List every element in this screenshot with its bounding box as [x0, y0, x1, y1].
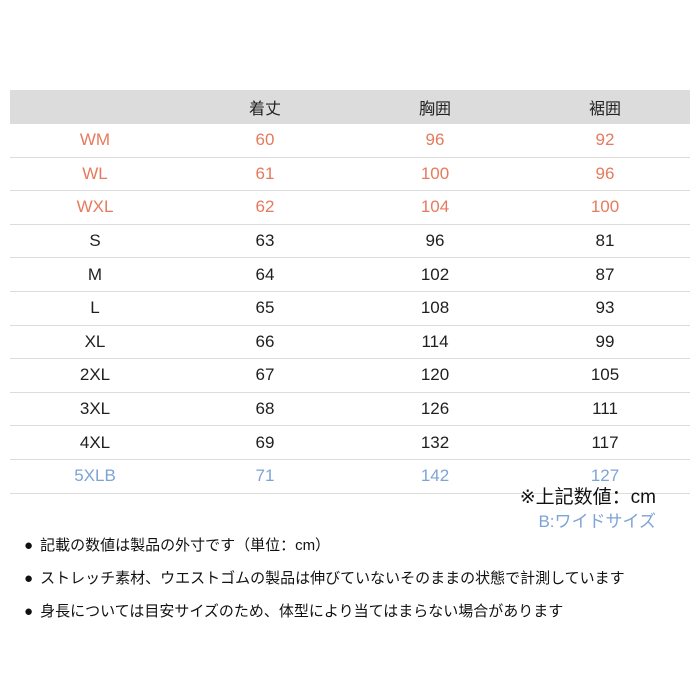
value-cell: 108 — [350, 291, 520, 326]
size-cell: 2XL — [10, 358, 180, 393]
value-cell: 100 — [520, 190, 690, 225]
value-cell: 96 — [350, 224, 520, 259]
value-cell: 71 — [180, 459, 350, 494]
value-cell: 111 — [520, 392, 690, 427]
bullet-icon: ● — [24, 537, 34, 554]
note-item: ● ストレッチ素材、ウエストゴムの製品は伸びていないそのままの状態で計測しています — [24, 567, 625, 588]
size-cell: 4XL — [10, 425, 180, 460]
size-cell: WL — [10, 157, 180, 192]
size-cell: 5XLB — [10, 459, 180, 494]
table-row: 4XL 69 132 117 — [10, 425, 690, 460]
value-cell: 81 — [520, 224, 690, 259]
value-cell: 96 — [350, 124, 520, 158]
value-cell: 126 — [350, 392, 520, 427]
note-text: 身長については目安サイズのため、体型により当てはまらない場合があります — [40, 603, 564, 620]
value-cell: 127 — [520, 459, 690, 494]
table-row: WL 61 100 96 — [10, 157, 690, 192]
value-cell: 114 — [350, 325, 520, 360]
bullet-icon: ● — [24, 603, 34, 620]
size-cell: L — [10, 291, 180, 326]
value-cell: 132 — [350, 425, 520, 460]
value-cell: 62 — [180, 190, 350, 225]
corner-notes: ※上記数値：cm B:ワイドサイズ — [520, 486, 656, 532]
size-cell: 3XL — [10, 392, 180, 427]
value-cell: 60 — [180, 124, 350, 158]
value-cell: 66 — [180, 325, 350, 360]
table-row: 2XL 67 120 105 — [10, 358, 690, 393]
note-item: ● 身長については目安サイズのため、体型により当てはまらない場合があります — [24, 600, 625, 621]
value-cell: 65 — [180, 291, 350, 326]
size-cell: S — [10, 224, 180, 259]
value-cell: 120 — [350, 358, 520, 393]
value-cell: 64 — [180, 257, 350, 292]
table-row: XL 66 114 99 — [10, 325, 690, 360]
value-cell: 87 — [520, 257, 690, 292]
size-cell: M — [10, 257, 180, 292]
value-cell: 100 — [350, 157, 520, 192]
value-cell: 105 — [520, 358, 690, 393]
column-header — [10, 90, 180, 124]
header-row: 着丈 胸囲 裾囲 — [10, 90, 690, 124]
table-row: WXL 62 104 100 — [10, 190, 690, 225]
column-header: 胸囲 — [350, 90, 520, 124]
column-header: 裾囲 — [520, 90, 690, 124]
bullet-icon: ● — [24, 570, 34, 587]
table-row: M 64 102 87 — [10, 257, 690, 292]
table-row: 5XLB 71 142 127 — [10, 459, 690, 494]
note-item: ● 記載の数値は製品の外寸です（単位：cm） — [24, 534, 625, 555]
value-cell: 92 — [520, 124, 690, 158]
value-cell: 68 — [180, 392, 350, 427]
value-cell: 63 — [180, 224, 350, 259]
size-table: 着丈 胸囲 裾囲 WM 60 96 92 WL 61 100 96 WXL 62 104 100 S 63 96… — [10, 90, 690, 494]
value-cell: 96 — [520, 157, 690, 192]
table-body: WM 60 96 92 WL 61 100 96 WXL 62 104 100 S 63 96 81 M 64 10… — [10, 124, 690, 494]
value-cell: 93 — [520, 291, 690, 326]
unit-note: ※上記数値：cm — [519, 487, 656, 508]
table-row: 3XL 68 126 111 — [10, 392, 690, 427]
value-cell: 102 — [350, 257, 520, 292]
value-cell: 67 — [180, 358, 350, 393]
value-cell: 61 — [180, 157, 350, 192]
value-cell: 117 — [520, 425, 690, 460]
size-cell: XL — [10, 325, 180, 360]
column-header: 着丈 — [180, 90, 350, 124]
table-row: S 63 96 81 — [10, 224, 690, 259]
value-cell: 104 — [350, 190, 520, 225]
size-cell: WXL — [10, 190, 180, 225]
table-row: L 65 108 93 — [10, 291, 690, 326]
value-cell: 142 — [350, 459, 520, 494]
note-text: ストレッチ素材、ウエストゴムの製品は伸びていないそのままの状態で計測しています — [40, 570, 625, 587]
table-header: 着丈 胸囲 裾囲 — [10, 90, 690, 124]
value-cell: 69 — [180, 425, 350, 460]
note-text: 記載の数値は製品の外寸です（単位：cm） — [40, 537, 331, 554]
notes-list: ● 記載の数値は製品の外寸です（単位：cm） ● ストレッチ素材、ウエストゴムの製品は… — [24, 534, 625, 633]
value-cell: 99 — [520, 325, 690, 360]
size-cell: WM — [10, 124, 180, 158]
wide-size-note: B:ワイドサイズ — [538, 511, 656, 531]
table-row: WM 60 96 92 — [10, 124, 690, 158]
